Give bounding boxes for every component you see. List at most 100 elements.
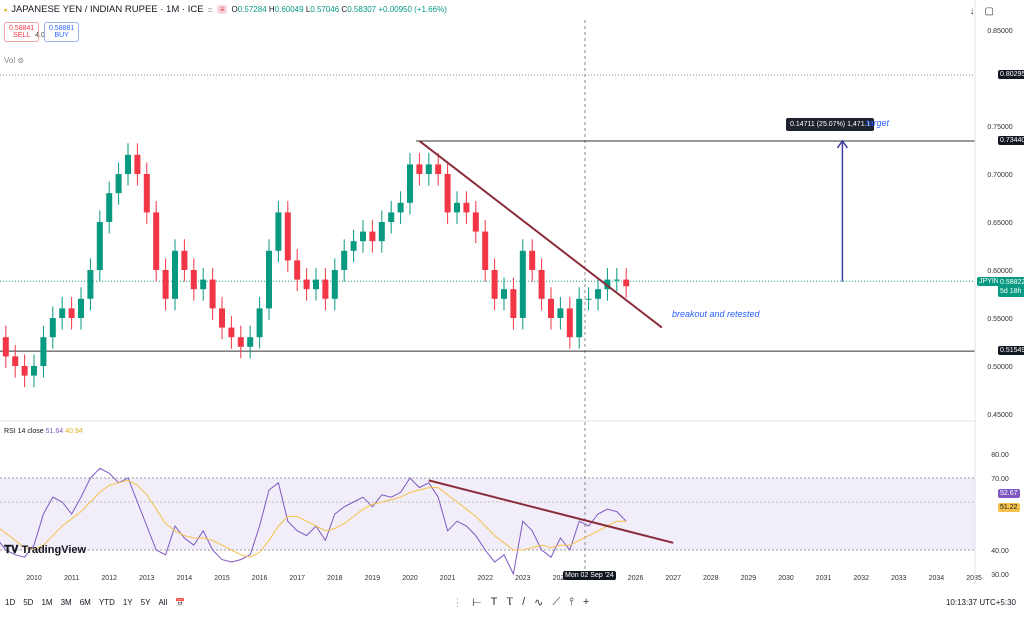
- symbol-title[interactable]: JAPANESE YEN / INDIAN RUPEE · 1M · ICE: [11, 4, 204, 15]
- candle: [378, 210, 385, 253]
- menu-icon[interactable]: ≡: [216, 5, 228, 14]
- candle-body: [275, 212, 282, 251]
- candle: [595, 277, 601, 311]
- candle: [331, 258, 338, 311]
- candle: [49, 306, 56, 349]
- candle-body: [153, 212, 160, 270]
- rsi-ma-line: [0, 479, 627, 558]
- candle-body: [388, 212, 395, 222]
- candle: [115, 162, 122, 205]
- copy-icon[interactable]: ▢: [984, 6, 994, 17]
- candle: [200, 268, 207, 301]
- pattern-icon[interactable]: ∿: [534, 596, 544, 609]
- timeframe-1m[interactable]: 1M: [41, 597, 53, 607]
- candle: [247, 325, 254, 359]
- candle-body: [435, 164, 442, 174]
- ohlc-readout: O0.57284 H0.60049 L0.57046 C0.58307 +0.0…: [231, 5, 447, 14]
- crosshair-date-tag: Mon 02 Sep '24: [563, 571, 616, 580]
- candle: [21, 354, 28, 388]
- time-tick-label: 2031: [816, 575, 832, 582]
- candle-body: [425, 164, 432, 174]
- timeframe-6m[interactable]: 6M: [79, 597, 91, 607]
- calendar-icon[interactable]: 📅: [175, 597, 186, 607]
- anchored-text-icon[interactable]: Ⲧ: [506, 595, 514, 608]
- buy-button[interactable]: 0.58881 BUY: [44, 22, 80, 42]
- candle-body: [491, 270, 498, 299]
- settings-icon: ⊚: [17, 56, 25, 65]
- rsi-tick-label: 40.00: [991, 548, 1009, 555]
- candle-body: [378, 222, 385, 242]
- candle: [78, 287, 84, 330]
- rsi-tick-label: 80.00: [991, 452, 1009, 459]
- timeframe-5y[interactable]: 5Y: [140, 597, 151, 607]
- timeframe-ytd[interactable]: YTD: [98, 597, 115, 607]
- candle: [407, 152, 413, 215]
- candle-body: [444, 174, 451, 213]
- candle-body: [209, 279, 216, 309]
- symbol-tag: JPYINR: [977, 277, 1006, 286]
- rsi-tick-label: 30.00: [991, 572, 1009, 579]
- drag-handle-icon[interactable]: ⋮: [452, 596, 463, 609]
- candle: [397, 191, 404, 224]
- candle: [548, 287, 554, 330]
- sell-button[interactable]: 0.58841 SELL: [4, 22, 40, 42]
- time-tick-label: 2028: [703, 575, 719, 582]
- time-tick-label: 2010: [26, 575, 42, 582]
- candle-body: [78, 298, 84, 318]
- candle-body: [143, 174, 150, 213]
- top-icons: ↓ ▢: [970, 6, 994, 17]
- candle-body: [247, 337, 254, 347]
- crosshair-icon[interactable]: +: [582, 596, 590, 608]
- candle: [350, 229, 357, 263]
- candle: [482, 220, 489, 282]
- candle: [237, 325, 244, 359]
- time-tick-label: 2035: [966, 575, 982, 582]
- volume-indicator[interactable]: Vol ⊚: [4, 56, 25, 65]
- time-tick-label: 2018: [327, 575, 343, 582]
- candle: [341, 239, 348, 282]
- time-tick-label: 2034: [929, 575, 945, 582]
- time-tick-label: 2015: [214, 575, 230, 582]
- candle-body: [331, 270, 338, 299]
- time-tick-label: 2026: [628, 575, 644, 582]
- candle-body: [576, 298, 583, 338]
- timeframe-3m[interactable]: 3M: [60, 597, 72, 607]
- price-tick-label: 0.85000: [987, 28, 1012, 35]
- timeframe-all[interactable]: All: [158, 597, 168, 607]
- candle: [106, 181, 113, 234]
- candle-body: [585, 298, 592, 300]
- time-tick-label: 2012: [101, 575, 117, 582]
- time-tick-label: 2022: [477, 575, 493, 582]
- time-tick-label: 2019: [365, 575, 381, 582]
- ray-tool-icon[interactable]: ⊢: [472, 596, 482, 609]
- candle: [125, 143, 131, 186]
- candle: [322, 268, 329, 311]
- timeframe-1y[interactable]: 1Y: [122, 597, 133, 607]
- candle: [2, 325, 9, 368]
- price-tick-label: 0.55000: [987, 316, 1012, 323]
- timeframe-1d[interactable]: 1D: [5, 597, 16, 607]
- arrow-head-icon: [836, 139, 849, 149]
- candle: [284, 200, 291, 272]
- vertical-line-icon[interactable]: ⫯: [569, 595, 574, 608]
- text-tool-icon[interactable]: T: [490, 596, 498, 608]
- candle-body: [341, 250, 348, 270]
- price-tick-label: 0.45000: [987, 412, 1012, 419]
- drawing-tools: ⋮ ⊢ T Ⲧ / ∿ ⟋ ⫯ +: [452, 592, 590, 612]
- trendline-icon[interactable]: ⟋: [552, 595, 561, 608]
- time-tick-label: 2023: [515, 575, 531, 582]
- candle-body: [463, 202, 470, 213]
- candle: [501, 277, 507, 311]
- level-top-tag: 0.73440: [998, 136, 1024, 145]
- tradingview-logo[interactable]: 𝐓𝐕 TradingView: [4, 544, 87, 556]
- candle-body: [566, 308, 573, 338]
- candle: [303, 268, 310, 301]
- candle-body: [59, 308, 66, 318]
- timeframe-5d[interactable]: 5D: [23, 597, 34, 607]
- equal-icon[interactable]: =: [207, 4, 213, 15]
- brush-icon[interactable]: /: [522, 596, 526, 608]
- download-icon[interactable]: ↓: [969, 6, 975, 17]
- candle: [491, 258, 498, 311]
- price-tick-label: 0.65000: [987, 220, 1012, 227]
